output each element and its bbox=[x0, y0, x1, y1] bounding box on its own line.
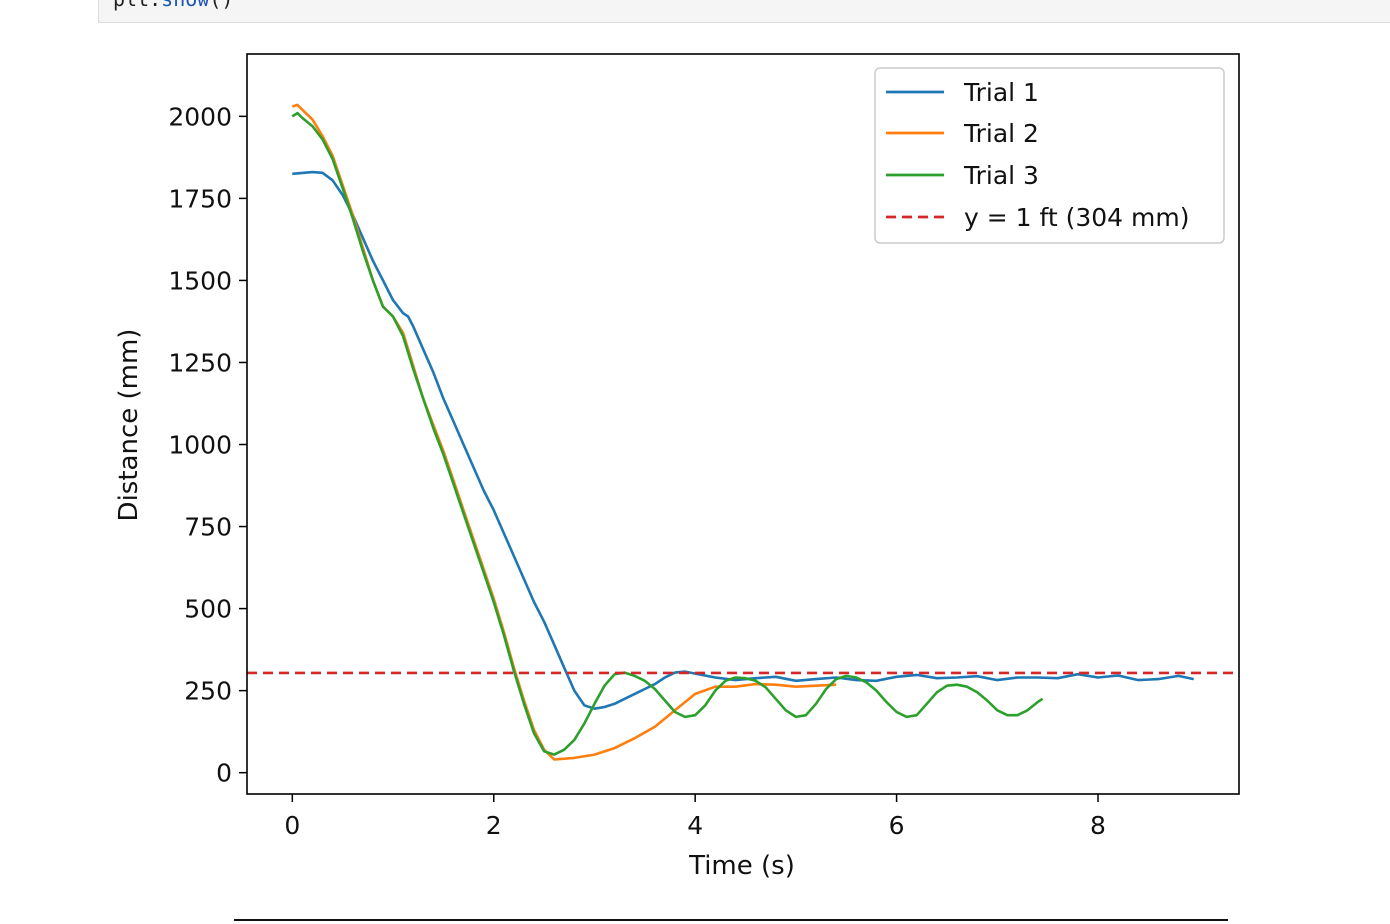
y-axis-label: Distance (mm) bbox=[114, 329, 144, 522]
legend-box bbox=[874, 67, 1225, 244]
y-tick-label: 250 bbox=[184, 677, 232, 706]
next-cell-border bbox=[234, 919, 1228, 921]
y-tick-label: 1000 bbox=[168, 431, 232, 460]
series-line-trial-1 bbox=[292, 170, 1194, 710]
plot-frame bbox=[246, 53, 1240, 795]
x-axis: 0 2 4 6 8 bbox=[284, 794, 1106, 840]
y-tick-label: 1750 bbox=[168, 184, 232, 213]
legend-entry-label: Trial 1 bbox=[963, 78, 1039, 107]
legend-entry-label: Trial 3 bbox=[963, 161, 1039, 190]
legend-entry-label: y = 1 ft (304 mm) bbox=[964, 203, 1189, 232]
y-axis: 0 250 500 750 1000 1250 1500 1750 2000 bbox=[168, 102, 247, 788]
x-tick-label: 4 bbox=[687, 811, 703, 840]
legend: Trial 1 Trial 2 Trial 3 y = 1 ft (304 mm) bbox=[874, 67, 1225, 244]
x-tick-label: 0 bbox=[284, 811, 300, 840]
y-tick-label: 0 bbox=[216, 759, 232, 788]
y-tick-label: 500 bbox=[184, 595, 232, 624]
code-method: show bbox=[161, 0, 209, 11]
x-axis-label: Time (s) bbox=[688, 851, 795, 881]
y-tick-label: 1250 bbox=[168, 348, 232, 377]
x-tick-label: 2 bbox=[486, 811, 502, 840]
code-parens: () bbox=[209, 0, 233, 11]
x-tick-label: 8 bbox=[1090, 811, 1106, 840]
code-object: plt bbox=[113, 0, 149, 11]
y-tick-label: 2000 bbox=[168, 102, 232, 131]
code-line: plt.show() bbox=[113, 0, 233, 11]
legend-entry-label: Trial 2 bbox=[963, 119, 1039, 148]
y-tick-label: 750 bbox=[184, 513, 232, 542]
series-line-trial-3 bbox=[291, 111, 1044, 756]
series-group bbox=[247, 103, 1239, 761]
x-tick-label: 6 bbox=[889, 811, 905, 840]
code-dot: . bbox=[149, 0, 161, 11]
code-cell[interactable]: plt.show() bbox=[98, 0, 1390, 23]
y-tick-label: 1500 bbox=[168, 266, 232, 295]
